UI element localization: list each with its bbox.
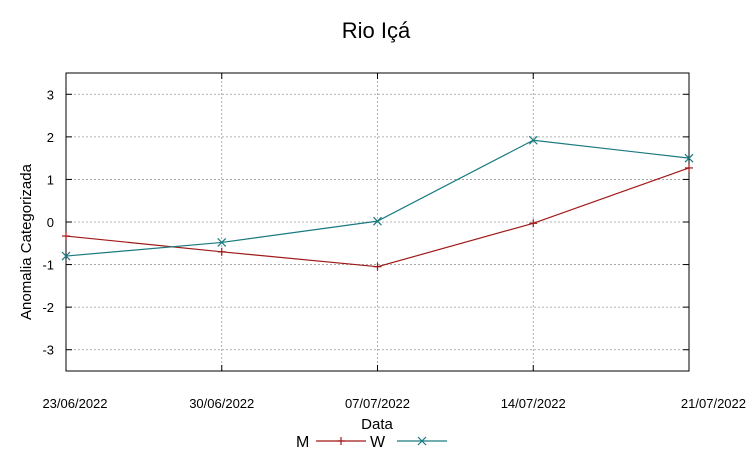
legend-label: M [296, 434, 309, 451]
y-axis-ticks: 3 2 1 0 -1 -2 -3 [42, 87, 689, 358]
legend-entry-M: M [296, 434, 366, 451]
data-point [62, 232, 70, 241]
data-point [684, 153, 694, 163]
x-tick-label: 14/07/2022 [501, 396, 566, 411]
legend-entry-W: W [370, 434, 447, 451]
x-tick-label: 30/06/2022 [189, 396, 254, 411]
x-tick-label: 23/06/2022 [42, 396, 107, 411]
data-point [529, 219, 538, 228]
y-tick-label: -2 [42, 300, 54, 315]
y-tick-label: -3 [42, 343, 54, 358]
data-point [217, 238, 227, 247]
data-point [528, 135, 538, 145]
x-tick-label: 21/07/2022 [681, 396, 746, 411]
y-tick-label: -1 [42, 258, 54, 273]
legend-marker [337, 437, 345, 445]
y-tick-label: 2 [47, 130, 54, 145]
y-axis-label: Anomalia Categorizada [18, 163, 35, 320]
legend-marker [417, 436, 427, 446]
y-tick-label: 3 [47, 87, 54, 102]
data-point [685, 163, 693, 172]
data-point [61, 251, 71, 261]
x-axis-label: Data [361, 416, 393, 433]
grid [66, 73, 689, 371]
series-layer [61, 135, 694, 271]
data-point [373, 262, 382, 271]
data-point [373, 216, 382, 226]
data-point [217, 247, 226, 256]
chart-title: Rio Içá [342, 18, 411, 43]
x-tick-label: 07/07/2022 [345, 396, 410, 411]
y-tick-label: 1 [47, 172, 54, 187]
legend-label: W [370, 434, 386, 451]
y-tick-label: 0 [47, 215, 54, 230]
series-W [61, 135, 694, 261]
x-axis-ticks: 23/06/2022 30/06/2022 07/07/2022 14/07/2022… [42, 73, 746, 411]
